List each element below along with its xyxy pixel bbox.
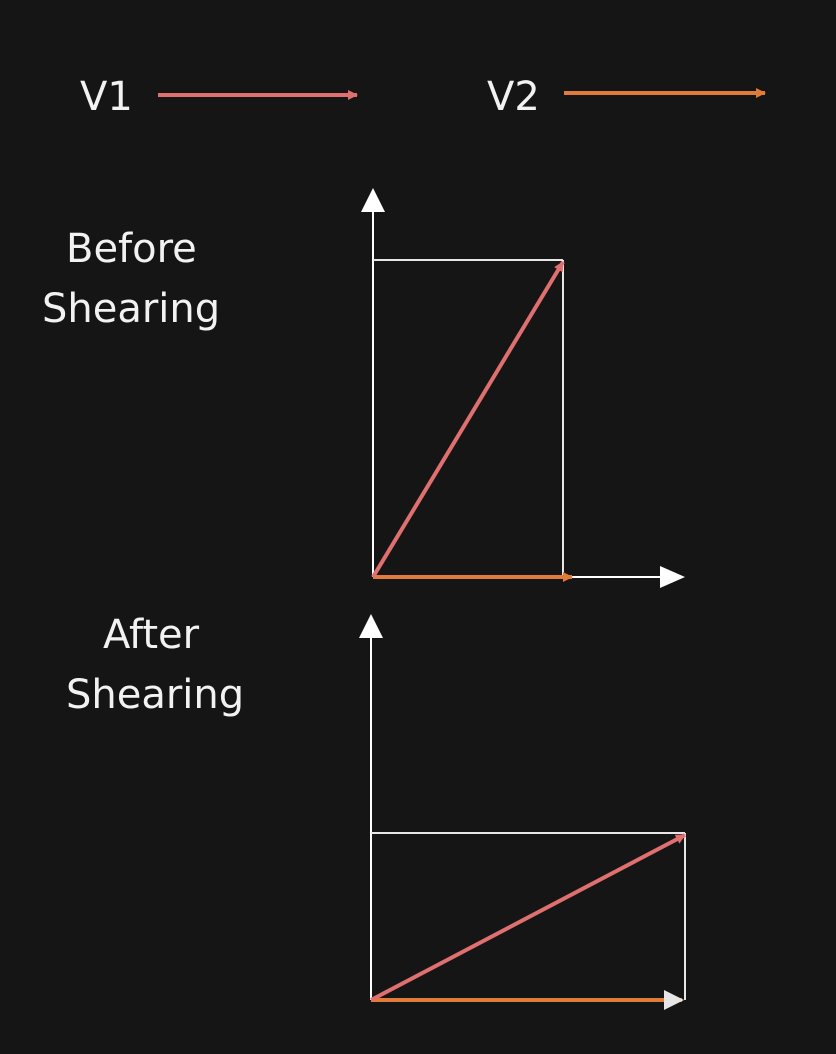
before-shearing-plot xyxy=(361,188,685,588)
before-label-line1: Before xyxy=(66,226,197,272)
after-y-axis-arrowhead xyxy=(359,614,383,638)
before-x-axis-arrowhead xyxy=(660,566,685,588)
after-label-line2: Shearing xyxy=(66,672,244,718)
after-label-line1: After xyxy=(103,612,200,658)
after-v1-vector xyxy=(370,833,686,1002)
before-label-line2: Shearing xyxy=(42,286,220,332)
before-v1-vector xyxy=(371,260,565,579)
legend-v1-label: V1 xyxy=(80,74,133,120)
legend-v2-label: V2 xyxy=(487,74,540,120)
before-y-axis-arrowhead xyxy=(361,188,385,212)
after-shearing-plot xyxy=(359,614,686,1010)
